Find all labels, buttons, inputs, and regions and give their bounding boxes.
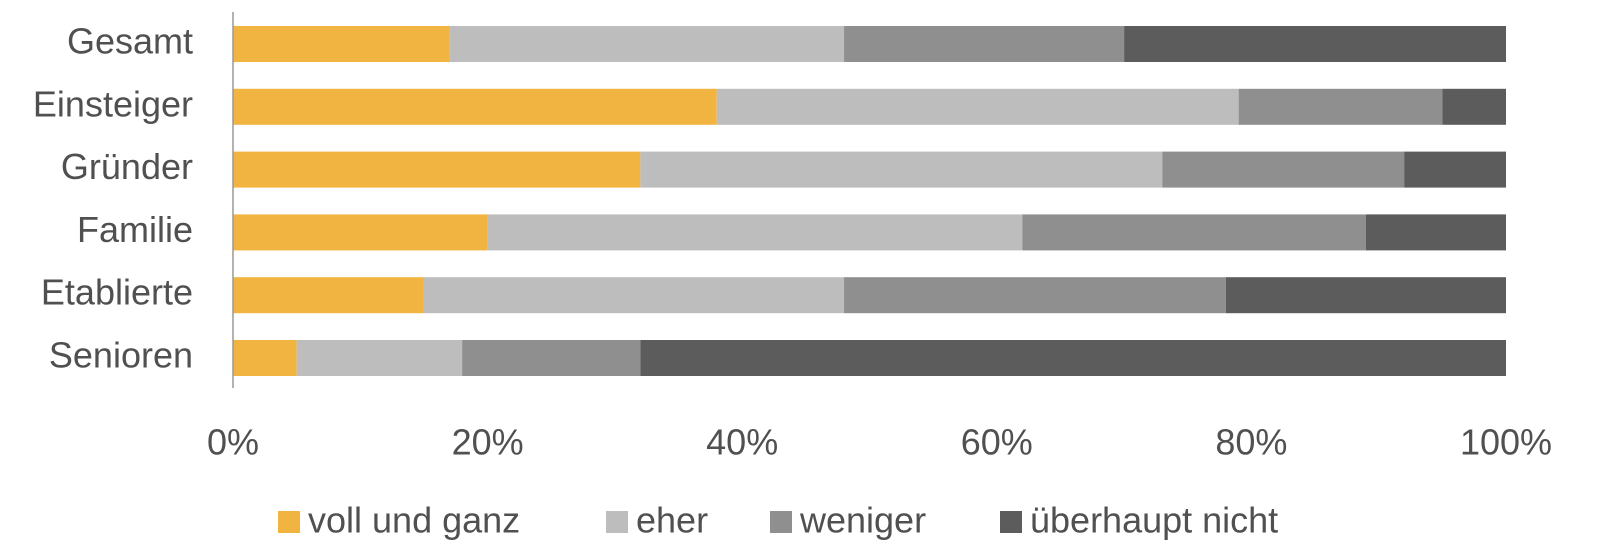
x-tick-label: 0% [207,422,259,463]
bar-segment [1162,151,1405,188]
legend-swatch [606,511,628,533]
bar-segment [233,151,641,188]
y-tick-label: Senioren [49,335,193,376]
bar-segment [1442,88,1506,125]
x-tick-label: 80% [1215,422,1287,463]
y-tick-label: Einsteiger [33,83,193,124]
y-tick-label: Gründer [61,146,193,187]
bar-segment [1022,214,1366,251]
legend-label: voll und ganz [308,500,520,541]
legend-swatch [278,511,300,533]
x-tick-label: 40% [706,422,778,463]
bar-segment [233,26,450,62]
bar-segment [1124,26,1506,62]
bar-segment [640,151,1163,188]
bar-segment [716,88,1239,125]
bar-segment [640,340,1506,376]
y-tick-label: Familie [77,209,193,250]
bar-segment [1365,214,1506,251]
bar-segment [1238,88,1443,125]
legend-swatch [1000,511,1022,533]
x-tick-label: 60% [961,422,1033,463]
bar-segment [233,340,297,376]
bar-segment [233,277,424,314]
bar-segment [296,340,463,376]
legend-label: überhaupt nicht [1030,500,1278,541]
bar-segment [844,26,1125,62]
bar-segment [423,277,845,314]
bar-segment [462,340,641,376]
bar-segment [233,88,717,125]
bar-segment [233,214,488,251]
y-tick-label: Gesamt [67,21,193,62]
legend-swatch [770,511,792,533]
x-tick-label: 100% [1460,422,1552,463]
legend-label: weniger [799,500,926,541]
y-tick-label: Etablierte [41,272,193,313]
legend-label: eher [636,500,708,541]
bar-segment [449,26,845,62]
bar-segment [1404,151,1506,188]
bar-segment [487,214,1023,251]
bar-segment [844,277,1226,314]
bar-segment [1225,277,1506,314]
x-tick-label: 20% [452,422,524,463]
